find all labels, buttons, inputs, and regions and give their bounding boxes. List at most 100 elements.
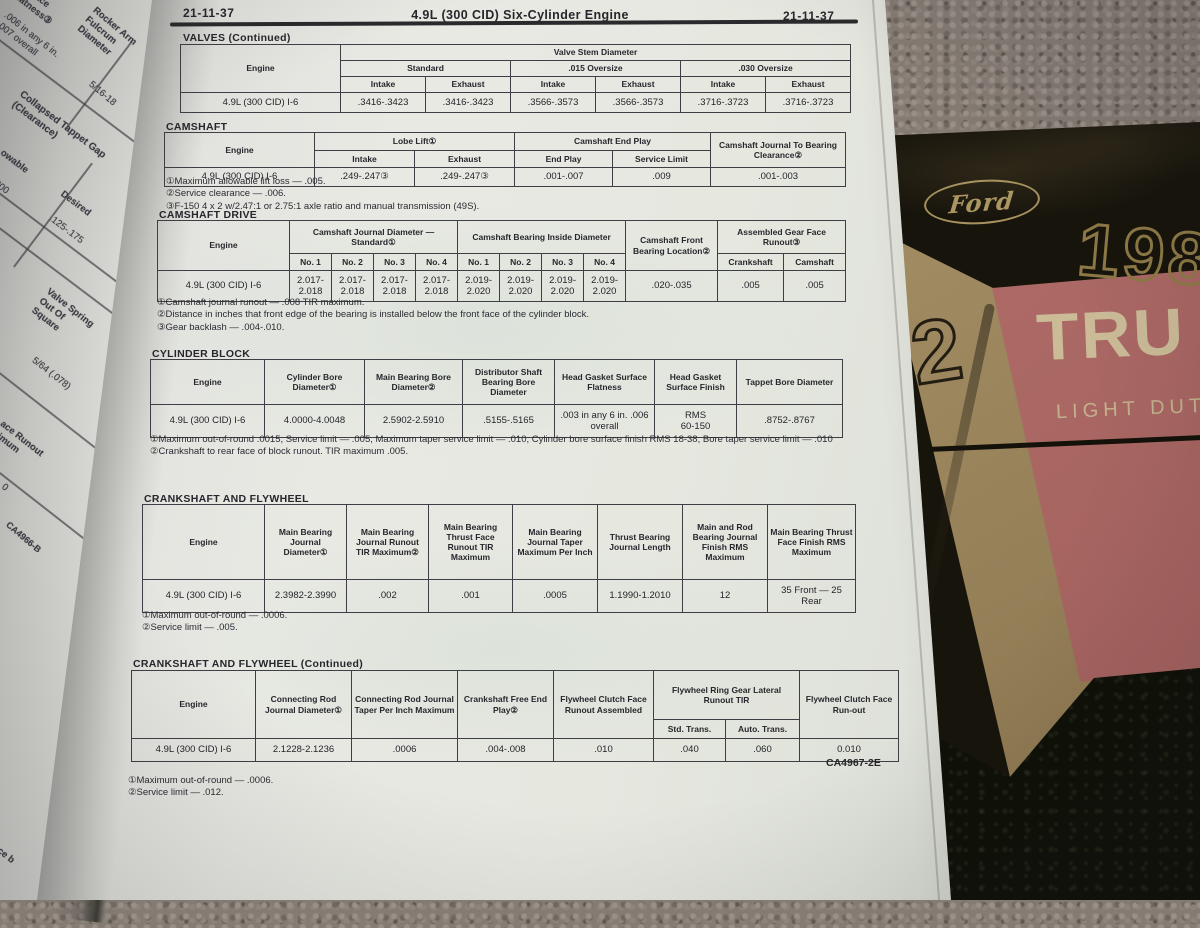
footnote: ③Gear backlash — .004-.010. bbox=[157, 321, 285, 333]
header-cell: Crankshaft Free End Play② bbox=[457, 670, 554, 739]
table-row: No. 1 No. 2 No. 3 No. 4 No. 1 No. 2 No. … bbox=[158, 253, 847, 271]
header-cell: Service Limit bbox=[612, 150, 712, 168]
header-cell: Intake bbox=[340, 76, 426, 93]
value-cell: .3416-.3423 bbox=[340, 92, 426, 113]
value-cell: 4.0000-4.0048 bbox=[264, 404, 365, 438]
header-cell: Std. Trans. bbox=[653, 719, 726, 739]
left-page-runout-value: 0 bbox=[0, 481, 11, 494]
header-cell: Engine bbox=[142, 504, 265, 580]
value-cell: 35 Front — 25 Rear bbox=[767, 579, 856, 613]
header-cell: Engine bbox=[164, 132, 315, 168]
header-cell: Exhaust bbox=[413, 150, 516, 168]
cylinder-block-table: Engine Cylinder Bore Diameter① Main Bear… bbox=[150, 359, 843, 438]
left-page-desired-label: Desired bbox=[58, 188, 93, 219]
engine-cell: 4.9L (300 CID) I-6 bbox=[157, 270, 290, 302]
header-cell: Engine bbox=[180, 44, 341, 93]
camshaft-table: Engine Lobe Lift① Camshaft End Play Cams… bbox=[164, 132, 847, 187]
table-row: Intake Exhaust Intake Exhaust Intake Exh… bbox=[181, 76, 852, 93]
value-cell: .060 bbox=[725, 738, 800, 762]
footnote: ①Maximum out-of-round — .0006. bbox=[142, 610, 288, 621]
table-row: Engine Valve Stem Diameter bbox=[180, 44, 852, 93]
table-row: 4.9L (300 CID) I-6 4.0000-4.0048 2.5902-… bbox=[150, 404, 843, 438]
table-row: Engine Connecting Rod Journal Diameter① … bbox=[131, 670, 899, 739]
header-cell: Camshaft bbox=[783, 253, 847, 271]
header-cell: Flywheel Ring Gear Lateral Runout TIR bbox=[653, 670, 800, 720]
value-cell: 1.1990-1.2010 bbox=[597, 579, 683, 613]
left-page-rocker-label: Rocker Arm Fulcrum Diameter bbox=[75, 4, 139, 58]
header-cell: Main Bearing Thrust Face Runout TIR Maxi… bbox=[428, 504, 513, 580]
value-cell: .3566-.3573 bbox=[510, 92, 596, 113]
section-title-crankshaft: CRANKSHAFT AND FLYWHEEL bbox=[144, 493, 309, 505]
header-cell: Main Bearing Bore Diameter② bbox=[364, 359, 463, 405]
header-cell: Main Bearing Thrust Face Finish RMS Maxi… bbox=[767, 504, 856, 580]
footnote: ②Service clearance — .006. bbox=[166, 188, 286, 200]
header-cell: Head Gasket Surface Finish bbox=[654, 359, 737, 405]
header-cell: Distributor Shaft Bearing Bore Diameter bbox=[462, 359, 555, 405]
header-cell: Camshaft Front Bearing Location② bbox=[625, 220, 719, 271]
value-cell: .010 bbox=[553, 738, 654, 762]
manual-page: 21-11-37 4.9L (300 CID) Six-Cylinder Eng… bbox=[37, 0, 951, 900]
ford-logo-icon: Ford bbox=[922, 176, 1042, 228]
engine-cell: 4.9L (300 CID) I-6 bbox=[150, 404, 265, 438]
value-cell: RMS 60-150 bbox=[654, 404, 737, 438]
value-cell: 2.1228-2.1236 bbox=[255, 738, 352, 762]
header-cell: Auto. Trans. bbox=[725, 719, 800, 739]
value-cell: .005 bbox=[717, 270, 785, 302]
value-cell: .3566-.3573 bbox=[595, 92, 681, 113]
engine-cell: 4.9L (300 CID) I-6 bbox=[131, 738, 256, 762]
header-cell: Standard bbox=[340, 60, 511, 77]
camshaft-footnotes: ①Maximum allowable lift loss — .005. ②Se… bbox=[166, 176, 479, 213]
crankshaft-cont-footnotes: ①Maximum out-of-round — .0006. ②Service … bbox=[128, 775, 273, 800]
header-cell: .015 Oversize bbox=[510, 60, 681, 77]
header-cell: Intake bbox=[314, 150, 415, 168]
camshaft-drive-footnotes: ①Camshaft journal runout — .008 TIR maxi… bbox=[157, 297, 857, 334]
header-cell: Connecting Rod Journal Diameter① bbox=[255, 670, 352, 739]
header-cell: Thrust Bearing Journal Length bbox=[597, 504, 683, 580]
footnote: ②Crankshaft to rear face of block runout… bbox=[150, 446, 409, 458]
header-cell: Flywheel Clutch Face Runout Assembled bbox=[553, 670, 654, 739]
value-cell: .0006 bbox=[351, 738, 458, 762]
value-cell: 12 bbox=[682, 579, 768, 613]
table-row: 4.9L (300 CID) I-6 .249-.247③ .249-.247③… bbox=[164, 167, 847, 187]
value-cell: 2.017-2.018 bbox=[373, 270, 416, 302]
value-cell: .3716-.3723 bbox=[680, 92, 766, 113]
header-cell: No. 3 bbox=[541, 253, 585, 271]
value-cell: 2.019-2.020 bbox=[583, 270, 627, 302]
table-row: 4.9L (300 CID) I-6 .3416-.3423 .3416-.34… bbox=[180, 92, 852, 113]
table-row: Engine Camshaft Journal Diameter — Stand… bbox=[157, 220, 847, 271]
value-cell: .249-.247③ bbox=[314, 167, 415, 187]
footnote: ①Maximum out-of-round — .0006. bbox=[128, 775, 274, 786]
section-title-valves: VALVES (Continued) bbox=[183, 32, 291, 44]
header-cell: No. 4 bbox=[414, 253, 459, 271]
value-cell: 0.010 bbox=[799, 738, 899, 762]
value-cell: .001-.007 bbox=[514, 167, 614, 187]
header-cell: Camshaft End Play bbox=[514, 132, 712, 151]
left-page-allowable-fragment: owable bbox=[0, 147, 31, 176]
table-row: Std. Trans. Auto. Trans. bbox=[132, 719, 899, 739]
header-cell: No. 4 bbox=[583, 253, 627, 271]
header-cell: Tappet Bore Diameter bbox=[736, 359, 843, 405]
header-cell: Main and Rod Bearing Journal Finish RMS … bbox=[682, 504, 768, 580]
left-page-spring-label: Valve Spring Out Of Square bbox=[29, 286, 96, 334]
header-cell: Camshaft Journal To Bearing Clearance② bbox=[710, 132, 847, 168]
footnote: ②Distance in inches that front edge of t… bbox=[157, 309, 590, 321]
header-cell: Lobe Lift① bbox=[313, 132, 516, 151]
section-title-camshaft-drive: CAMSHAFT DRIVE bbox=[159, 209, 258, 221]
engine-cell: 4.9L (300 CID) I-6 bbox=[180, 92, 341, 113]
ford-logo-text: Ford bbox=[947, 185, 1017, 219]
value-cell: 2.3982-2.3990 bbox=[264, 579, 347, 613]
value-cell: .002 bbox=[346, 579, 429, 613]
table-row: Engine Cylinder Bore Diameter① Main Bear… bbox=[150, 359, 843, 405]
header-cell: No. 1 bbox=[289, 253, 332, 271]
value-cell: .249-.247③ bbox=[413, 167, 516, 187]
left-page-spring-value: 5/64 (.078) bbox=[29, 355, 73, 393]
cover-year-partial: 198 bbox=[1073, 206, 1200, 303]
header-cell: Intake bbox=[510, 76, 596, 93]
left-page-tappet-label: Collapsed Tappet Gap (Clearance) bbox=[9, 88, 108, 161]
header-cell: No. 3 bbox=[373, 253, 416, 271]
value-cell: 2.5902-2.5910 bbox=[364, 404, 463, 438]
crankshaft-footnotes: ①Maximum out-of-round — .0006. ②Service … bbox=[142, 610, 287, 635]
header-cell: Cylinder Bore Diameter① bbox=[264, 359, 365, 405]
value-cell: .004-.008 bbox=[457, 738, 554, 762]
camshaft-drive-table: Engine Camshaft Journal Diameter — Stand… bbox=[157, 220, 847, 302]
